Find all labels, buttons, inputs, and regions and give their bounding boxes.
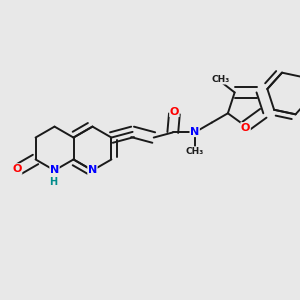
Text: O: O bbox=[12, 164, 22, 174]
Text: N: N bbox=[88, 165, 97, 176]
Text: O: O bbox=[241, 123, 250, 133]
Text: O: O bbox=[170, 106, 179, 116]
Text: N: N bbox=[50, 165, 59, 176]
Text: N: N bbox=[190, 127, 199, 136]
Text: CH₃: CH₃ bbox=[186, 147, 204, 156]
Text: H: H bbox=[50, 177, 58, 187]
Text: CH₃: CH₃ bbox=[212, 75, 230, 84]
